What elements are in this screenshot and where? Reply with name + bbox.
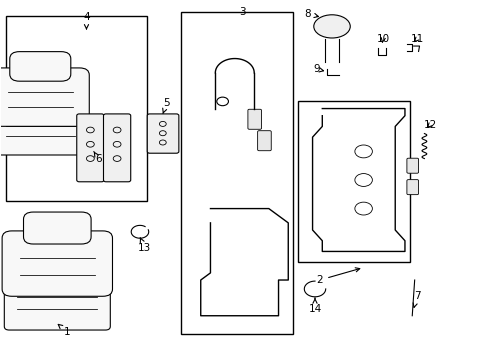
Text: 11: 11	[409, 34, 423, 44]
FancyBboxPatch shape	[406, 180, 418, 195]
Text: 9: 9	[313, 64, 323, 74]
Text: 10: 10	[376, 34, 389, 44]
Text: 3: 3	[238, 8, 245, 18]
FancyBboxPatch shape	[10, 51, 71, 81]
FancyBboxPatch shape	[147, 114, 179, 153]
Text: 1: 1	[58, 324, 70, 337]
FancyBboxPatch shape	[0, 68, 89, 126]
FancyBboxPatch shape	[77, 114, 104, 182]
FancyBboxPatch shape	[0, 119, 86, 155]
FancyBboxPatch shape	[23, 212, 91, 244]
Text: 4: 4	[83, 13, 90, 29]
Text: 12: 12	[423, 120, 436, 130]
Text: 2: 2	[316, 268, 359, 285]
Ellipse shape	[313, 15, 349, 38]
FancyBboxPatch shape	[247, 109, 261, 129]
FancyBboxPatch shape	[257, 131, 271, 151]
Bar	[297, 102, 409, 262]
Text: 5: 5	[163, 98, 170, 114]
FancyBboxPatch shape	[406, 158, 418, 173]
Bar	[181, 12, 292, 334]
Text: 6: 6	[94, 152, 102, 164]
FancyBboxPatch shape	[2, 231, 112, 296]
FancyBboxPatch shape	[4, 289, 110, 330]
FancyBboxPatch shape	[103, 114, 130, 182]
Text: 8: 8	[304, 9, 318, 19]
Bar	[6, 16, 147, 202]
Text: 13: 13	[138, 238, 151, 253]
Text: 7: 7	[412, 291, 420, 307]
Text: 14: 14	[308, 298, 321, 314]
